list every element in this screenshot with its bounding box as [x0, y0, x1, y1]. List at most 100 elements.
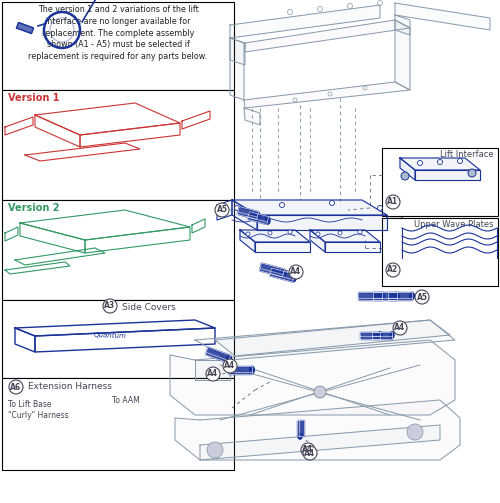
Polygon shape	[25, 143, 140, 161]
Circle shape	[303, 446, 317, 460]
Polygon shape	[200, 425, 440, 460]
Bar	[382, 148, 498, 216]
Polygon shape	[296, 420, 304, 436]
Ellipse shape	[378, 332, 382, 338]
Polygon shape	[80, 123, 180, 147]
Text: Extension Harness: Extension Harness	[28, 382, 112, 391]
Text: Quantum: Quantum	[94, 332, 126, 340]
Circle shape	[280, 203, 284, 208]
Circle shape	[314, 386, 326, 398]
Circle shape	[246, 232, 250, 236]
Circle shape	[358, 230, 362, 234]
Circle shape	[407, 424, 423, 440]
Text: A4: A4	[302, 446, 314, 455]
Bar	[12, 333, 18, 339]
Circle shape	[9, 380, 23, 394]
Text: Version 1: Version 1	[8, 93, 60, 103]
Polygon shape	[325, 242, 380, 252]
Polygon shape	[358, 292, 382, 300]
Polygon shape	[387, 210, 402, 230]
Polygon shape	[5, 227, 18, 241]
Polygon shape	[15, 328, 35, 352]
Circle shape	[338, 231, 342, 235]
Polygon shape	[395, 20, 410, 90]
Ellipse shape	[390, 332, 394, 338]
Circle shape	[206, 367, 220, 381]
Polygon shape	[360, 331, 380, 339]
Circle shape	[458, 158, 462, 163]
Bar	[2, 2, 234, 90]
Text: A4: A4	[304, 449, 316, 458]
Polygon shape	[415, 170, 480, 180]
Polygon shape	[195, 360, 230, 380]
Polygon shape	[215, 320, 450, 356]
Polygon shape	[5, 262, 70, 274]
Circle shape	[234, 206, 240, 210]
Circle shape	[401, 172, 409, 180]
Circle shape	[468, 169, 476, 177]
Ellipse shape	[256, 212, 260, 219]
Text: The version 1 and 2 variations of the lift
interface are no longer available for: The version 1 and 2 variations of the li…	[28, 5, 208, 61]
Text: Lift Interface: Lift Interface	[440, 150, 494, 159]
Bar	[2, 300, 234, 378]
Polygon shape	[238, 207, 258, 219]
Circle shape	[393, 321, 407, 335]
Bar	[2, 90, 234, 200]
Polygon shape	[5, 117, 33, 135]
Circle shape	[288, 230, 292, 234]
Polygon shape	[15, 248, 105, 265]
Polygon shape	[230, 38, 245, 65]
Polygon shape	[35, 103, 180, 135]
Circle shape	[301, 443, 315, 457]
Polygon shape	[85, 227, 190, 253]
Polygon shape	[232, 200, 387, 215]
Text: A4: A4	[290, 268, 302, 277]
Circle shape	[207, 442, 223, 458]
Circle shape	[438, 159, 442, 164]
Polygon shape	[240, 230, 255, 252]
Circle shape	[386, 263, 400, 277]
Polygon shape	[192, 219, 205, 233]
Text: A5: A5	[416, 293, 428, 301]
Polygon shape	[255, 242, 310, 252]
Polygon shape	[35, 328, 215, 352]
Polygon shape	[310, 230, 325, 252]
Polygon shape	[388, 292, 412, 300]
Circle shape	[330, 201, 334, 206]
Text: Upper Wave Plates: Upper Wave Plates	[414, 220, 494, 229]
Polygon shape	[240, 230, 310, 242]
Text: A5: A5	[216, 206, 228, 214]
Polygon shape	[16, 23, 34, 34]
Circle shape	[289, 265, 303, 279]
Ellipse shape	[227, 356, 232, 363]
Polygon shape	[372, 331, 392, 339]
Circle shape	[103, 299, 117, 313]
Polygon shape	[395, 15, 410, 35]
Bar	[382, 218, 498, 286]
Circle shape	[386, 195, 400, 209]
Text: A6: A6	[10, 382, 22, 391]
Ellipse shape	[250, 366, 254, 374]
Circle shape	[215, 203, 229, 217]
Polygon shape	[230, 38, 244, 100]
Polygon shape	[182, 111, 210, 129]
Polygon shape	[20, 223, 85, 253]
Text: Version 2: Version 2	[8, 203, 60, 213]
Text: A1: A1	[388, 198, 398, 207]
Polygon shape	[232, 200, 257, 230]
Ellipse shape	[291, 275, 296, 282]
Polygon shape	[244, 108, 260, 125]
Text: A4: A4	[224, 362, 235, 371]
Text: A4: A4	[394, 323, 406, 332]
Polygon shape	[373, 292, 397, 300]
Bar	[2, 200, 234, 300]
Circle shape	[268, 231, 272, 235]
Polygon shape	[257, 215, 387, 230]
Ellipse shape	[298, 433, 302, 439]
Circle shape	[415, 290, 429, 304]
Polygon shape	[217, 200, 232, 220]
Text: A3: A3	[104, 301, 116, 310]
Polygon shape	[400, 158, 415, 180]
Ellipse shape	[281, 270, 286, 277]
Text: Side Covers: Side Covers	[122, 303, 176, 312]
